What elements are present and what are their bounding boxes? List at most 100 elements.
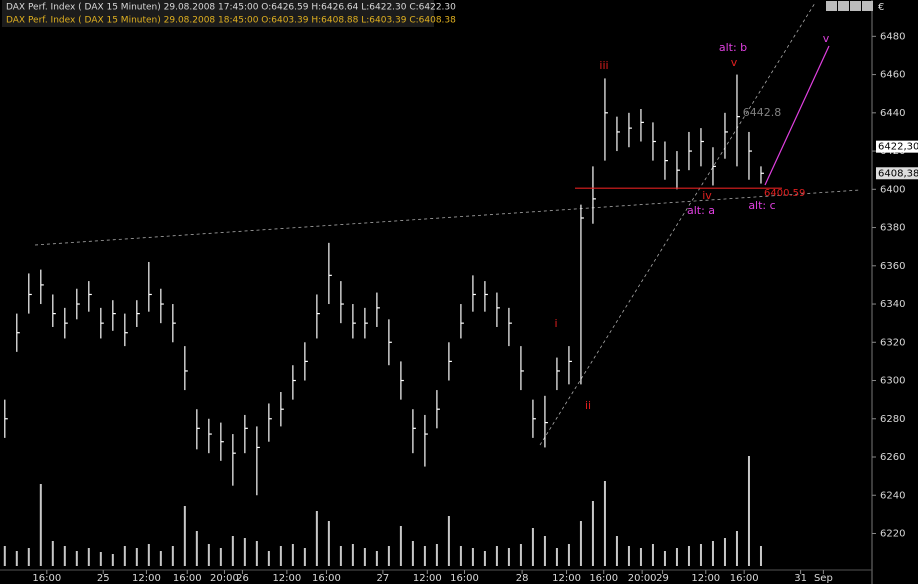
volume-bar bbox=[723, 538, 726, 566]
volume-bar bbox=[339, 546, 342, 566]
y-tick-label: 6280 bbox=[880, 414, 905, 425]
volume-bar bbox=[3, 546, 6, 566]
volume-bar bbox=[147, 544, 150, 566]
x-tick-label: 12:00 bbox=[272, 573, 301, 584]
x-tick-label: 26 bbox=[236, 573, 249, 584]
annotation: v bbox=[731, 56, 738, 69]
x-tick-label: 12:00 bbox=[132, 573, 161, 584]
x-tick-label: 27 bbox=[377, 573, 390, 584]
volume-bar bbox=[111, 554, 114, 566]
x-tick-label: 31 bbox=[794, 573, 807, 584]
volume-bar bbox=[591, 501, 594, 566]
volume-bar bbox=[567, 544, 570, 566]
volume-bar bbox=[123, 546, 126, 566]
volume-bar bbox=[483, 551, 486, 566]
x-tick-label: 20:00 bbox=[628, 573, 657, 584]
volume-bar bbox=[207, 544, 210, 566]
volume-bar bbox=[171, 546, 174, 566]
volume-bar bbox=[399, 526, 402, 566]
y-tick-label: 6360 bbox=[880, 261, 905, 272]
button[interactable] bbox=[862, 1, 873, 11]
x-tick-label: 28 bbox=[516, 573, 529, 584]
x-tick-label: 16:00 bbox=[730, 573, 759, 584]
x-tick-label: 25 bbox=[97, 573, 110, 584]
volume-bar bbox=[291, 544, 294, 566]
x-tick-label: Sep bbox=[814, 573, 833, 584]
annotation: alt: b bbox=[719, 41, 747, 54]
price-box-label: 6422,30 bbox=[878, 142, 918, 153]
volume-bar bbox=[327, 521, 330, 566]
y-tick-label: 6240 bbox=[880, 490, 905, 501]
volume-bar bbox=[63, 546, 66, 566]
y-tick-label: 6400 bbox=[880, 184, 905, 195]
y-tick-label: 6460 bbox=[880, 70, 905, 81]
volume-bar bbox=[651, 544, 654, 566]
volume-bar bbox=[219, 548, 222, 566]
volume-bar bbox=[15, 551, 18, 566]
volume-bar bbox=[51, 541, 54, 566]
y-tick-label: 6220 bbox=[880, 528, 905, 539]
volume-bar bbox=[267, 551, 270, 566]
volume-bar bbox=[447, 516, 450, 566]
volume-bar bbox=[75, 551, 78, 566]
volume-bar bbox=[87, 548, 90, 566]
annotation: iii bbox=[599, 59, 608, 72]
y-tick-label: 6300 bbox=[880, 376, 905, 387]
y-tick-label: 6320 bbox=[880, 337, 905, 348]
x-tick-label: 16:00 bbox=[312, 573, 341, 584]
button[interactable] bbox=[826, 1, 837, 11]
volume-bar bbox=[99, 552, 102, 566]
volume-bar bbox=[543, 536, 546, 566]
volume-bar bbox=[675, 548, 678, 566]
volume-bar bbox=[159, 551, 162, 566]
x-tick-label: 16:00 bbox=[589, 573, 618, 584]
annotation: v bbox=[823, 32, 830, 45]
volume-bar bbox=[555, 548, 558, 566]
volume-bar bbox=[315, 511, 318, 566]
projection-line bbox=[764, 45, 830, 186]
window-buttons[interactable] bbox=[826, 1, 873, 11]
volume-bar bbox=[363, 548, 366, 566]
annotation: ii bbox=[585, 399, 591, 412]
volume-bar bbox=[579, 521, 582, 566]
price-box bbox=[876, 140, 918, 153]
volume-bar bbox=[195, 531, 198, 566]
y-tick-label: 6440 bbox=[880, 108, 905, 119]
volume-bar bbox=[279, 546, 282, 566]
support-label: 6400.59 bbox=[764, 188, 805, 199]
x-tick-label: 12:00 bbox=[691, 573, 720, 584]
volume-bar bbox=[39, 484, 42, 566]
x-tick-label: 29 bbox=[656, 573, 669, 584]
volume-bar bbox=[507, 548, 510, 566]
header-line: DAX Perf. Index ( DAX 15 Minuten) 29.08.… bbox=[6, 3, 456, 13]
volume-bar bbox=[231, 536, 234, 566]
annotation: alt: c bbox=[748, 199, 775, 212]
y-tick-label: 6340 bbox=[880, 299, 905, 310]
volume-bar bbox=[459, 546, 462, 566]
volume-bar bbox=[735, 531, 738, 566]
trend-line bbox=[539, 2, 816, 446]
volume-bar bbox=[687, 546, 690, 566]
volume-bar bbox=[375, 551, 378, 566]
annotation: i bbox=[554, 317, 557, 330]
button[interactable] bbox=[838, 1, 849, 11]
price-box-label: 6408,38 bbox=[878, 168, 918, 179]
volume-bar bbox=[351, 544, 354, 566]
volume-bar bbox=[495, 546, 498, 566]
currency-symbol: € bbox=[878, 2, 884, 13]
volume-bar bbox=[435, 544, 438, 566]
volume-bar bbox=[387, 546, 390, 566]
header-line: DAX Perf. Index ( DAX 15 Minuten) 29.08.… bbox=[6, 16, 456, 26]
volume-bar bbox=[615, 536, 618, 566]
volume-bar bbox=[663, 551, 666, 566]
price-box bbox=[876, 167, 918, 180]
volume-bar bbox=[699, 544, 702, 566]
volume-bar bbox=[639, 548, 642, 566]
x-tick-label: 16:00 bbox=[32, 573, 61, 584]
x-tick-label: 16:00 bbox=[450, 573, 479, 584]
volume-bar bbox=[255, 541, 258, 566]
button[interactable] bbox=[850, 1, 861, 11]
